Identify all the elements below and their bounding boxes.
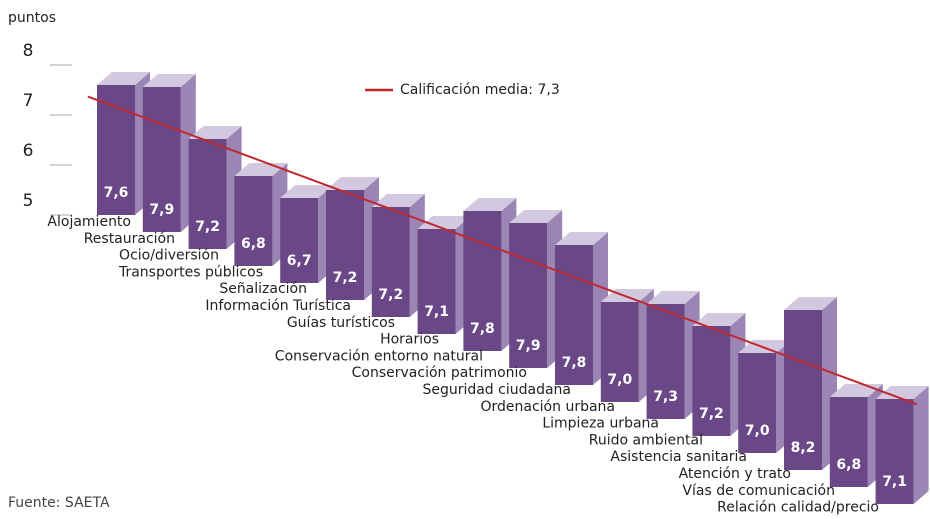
bar-top <box>97 72 150 85</box>
category-label: Atención y trato <box>679 466 791 482</box>
category-label: Conservación entorno natural <box>275 348 483 364</box>
bar-top <box>371 194 425 207</box>
bar-top <box>509 210 563 223</box>
value-label: 7,2 <box>333 270 358 286</box>
y-tick-label: 5 <box>23 191 34 211</box>
value-label: 7,9 <box>516 338 541 354</box>
bar-front <box>97 85 135 215</box>
bar-front <box>371 207 410 317</box>
bar-top <box>417 216 471 229</box>
category-label: Ruido ambiental <box>589 432 703 448</box>
bar-top <box>280 185 334 198</box>
value-label: 7,8 <box>470 321 495 337</box>
category-label: Guías turísticos <box>287 315 395 331</box>
bar-top <box>142 74 196 87</box>
bar-top <box>646 291 700 304</box>
bar-front <box>417 229 456 334</box>
category-label: Señalización <box>219 281 307 297</box>
bar-front <box>188 139 227 249</box>
value-label: 7,2 <box>378 287 403 303</box>
value-label: 7,0 <box>607 372 632 388</box>
bar <box>875 386 929 504</box>
value-label: 7,6 <box>104 185 129 201</box>
value-label: 7,1 <box>424 304 449 320</box>
bar-top <box>188 126 242 139</box>
category-label: Transportes públicos <box>118 264 263 280</box>
value-label: 6,8 <box>241 236 266 252</box>
category-label: Asistencia sanitaria <box>610 449 747 465</box>
bar-front <box>142 87 181 232</box>
value-label: 7,2 <box>699 406 724 422</box>
bar-top <box>463 198 517 211</box>
value-label: 7,3 <box>653 389 678 405</box>
bar-top <box>555 232 608 245</box>
value-label: 7,1 <box>882 474 907 490</box>
value-label: 6,7 <box>287 253 312 269</box>
category-label: Seguridad ciudadana <box>422 382 571 398</box>
category-label: Conservación patrimonio <box>352 365 527 381</box>
category-label: Ordenación urbana <box>480 399 615 415</box>
value-label: 7,9 <box>149 202 174 218</box>
bar-top <box>784 297 837 310</box>
value-label: 8,2 <box>791 440 816 456</box>
y-axis-label: puntos <box>8 10 56 26</box>
category-label: Información Turística <box>205 298 351 314</box>
value-label: 7,2 <box>195 219 220 235</box>
bar-side <box>913 386 929 504</box>
bar-front <box>784 310 822 470</box>
category-label: Restauración <box>84 231 175 247</box>
y-tick-label: 6 <box>23 141 34 161</box>
bar-front <box>234 176 273 266</box>
bar-front <box>738 353 777 453</box>
bar-top <box>326 177 379 190</box>
y-tick-label: 7 <box>23 91 34 111</box>
bar-front <box>692 326 731 436</box>
bar-front <box>280 198 319 283</box>
bar <box>692 313 746 436</box>
bar-front <box>829 397 868 487</box>
bar-front <box>600 302 639 402</box>
category-label: Limpieza urbana <box>542 416 659 432</box>
average-line <box>87 95 918 406</box>
bar <box>417 216 471 334</box>
category-label: Alojamiento <box>47 214 131 230</box>
source: Fuente: SAETA <box>8 495 110 511</box>
category-label: Ocio/diversión <box>119 248 219 264</box>
legend-label: Calificación media: 7,3 <box>400 82 560 98</box>
bar-front <box>326 190 364 300</box>
bar <box>142 74 196 232</box>
bar-front <box>509 223 548 368</box>
bar-front <box>875 399 914 504</box>
category-label: Vías de comunicación <box>682 483 835 499</box>
category-label: Horarios <box>380 332 439 348</box>
bar-front <box>646 304 685 419</box>
bar-top <box>875 386 929 399</box>
value-label: 7,0 <box>745 423 770 439</box>
value-label: 7,8 <box>562 355 587 371</box>
bar-top <box>692 313 746 326</box>
value-label: 6,8 <box>836 457 861 473</box>
y-tick-label: 8 <box>23 41 34 61</box>
category-label: Relación calidad/precio <box>717 500 879 516</box>
